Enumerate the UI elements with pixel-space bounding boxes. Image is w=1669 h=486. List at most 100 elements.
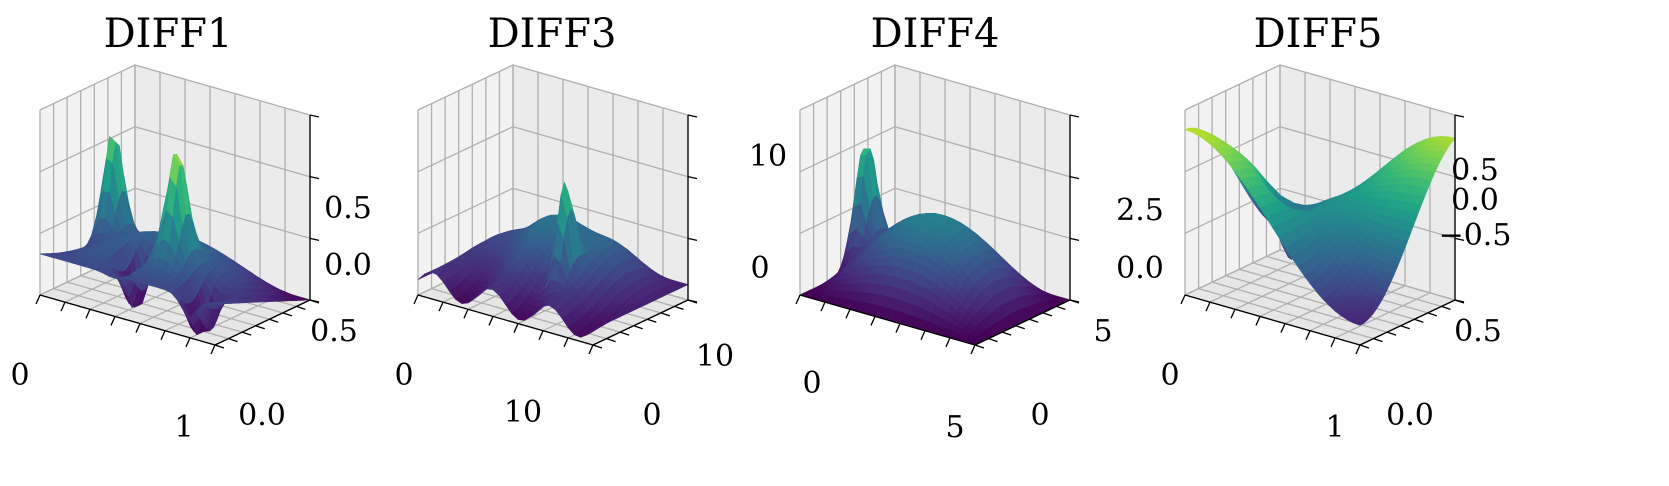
y-tick-label: 0.5: [310, 314, 358, 349]
z-tick-label: −0.5: [1439, 218, 1512, 253]
x-tickmark: [1255, 316, 1261, 326]
x-tickmark: [970, 344, 976, 355]
z-tickmark: [309, 237, 320, 241]
y-tickmark: [1056, 305, 1066, 311]
chart-title: DIFF3: [488, 11, 617, 57]
z-tick-label: 2.5: [1116, 193, 1164, 228]
y-tickmark: [1427, 312, 1438, 317]
x-tickmark: [413, 294, 419, 305]
x-tickmark: [795, 294, 801, 305]
x-tickmark: [588, 344, 594, 355]
y-tick-label: 0: [642, 398, 661, 433]
surface-diff3: [417, 182, 689, 338]
y-tickmark: [1400, 325, 1410, 330]
x-tick-label: 0: [10, 358, 29, 393]
x-tickmark: [1180, 294, 1186, 305]
y-tick-label: 0: [1030, 398, 1049, 433]
y-tick-label: 0.5: [1454, 314, 1502, 349]
z-tickmark: [687, 237, 698, 241]
gridline: [39, 187, 311, 239]
gridline: [1184, 64, 1456, 116]
chart-panel-diff1: DIFF1 0.0 0.5 0 1 0.0 0.5: [10, 11, 371, 445]
x-tickmark: [1330, 337, 1336, 348]
y-tickmark: [592, 344, 603, 349]
y-tickmark: [282, 312, 293, 317]
surface-diff4: [799, 148, 1071, 346]
x-tickmark: [85, 309, 91, 319]
z-tickmark: [309, 299, 320, 303]
x-tickmark: [160, 330, 166, 340]
z-tickmark: [1454, 299, 1465, 303]
gridline: [417, 64, 689, 116]
x-tickmark: [1280, 323, 1286, 333]
y-tickmark: [660, 312, 671, 317]
left-pane: [418, 65, 513, 295]
y-tickmark: [974, 344, 985, 349]
y-tick-label: 0.0: [1386, 398, 1434, 433]
x-tickmark: [820, 301, 826, 312]
gridline: [39, 126, 311, 178]
x-tickmark: [488, 316, 494, 326]
x-axis-line: [1184, 294, 1361, 346]
x-axis-line: [39, 294, 216, 346]
x-tickmark: [845, 309, 851, 319]
x-tickmark: [895, 323, 901, 333]
y-tickmark: [606, 337, 616, 343]
z-tickmark: [687, 114, 698, 118]
y-tickmark: [255, 325, 265, 330]
y-axis-line: [592, 299, 689, 346]
x-tickmark: [1230, 309, 1236, 319]
y-tick-label: 0.0: [238, 398, 286, 433]
x-tick-label: 1: [1325, 410, 1344, 445]
chart-panel-diff4: DIFF4 0.0 2.5 0 5 0 5: [795, 11, 1164, 445]
gridline: [417, 126, 689, 178]
y-tickmark: [228, 337, 238, 343]
y-tickmark: [988, 337, 998, 343]
surface-diff5: [1184, 127, 1456, 326]
z-tickmark: [1454, 176, 1465, 180]
y-tickmark: [1015, 325, 1025, 330]
surface-facet: [1353, 320, 1365, 326]
x-tickmark: [563, 337, 569, 348]
y-axis-line: [214, 299, 311, 346]
x-tickmark: [210, 344, 216, 355]
y-tickmark: [674, 305, 684, 311]
z-tick-label: 0.0: [1451, 183, 1499, 218]
y-tickmark: [1001, 331, 1012, 336]
x-tick-label: 1: [174, 410, 193, 445]
y-axis-line: [1359, 299, 1456, 346]
x-tick-label: 10: [504, 395, 542, 430]
y-tickmark: [647, 318, 657, 323]
x-tickmark: [185, 337, 191, 348]
y-tickmark: [1386, 331, 1397, 336]
x-axis-line: [799, 294, 976, 346]
x-tick-label: 0: [394, 358, 413, 393]
y-tickmark: [269, 318, 279, 323]
y-tickmark: [1029, 318, 1039, 323]
x-tickmark: [1205, 301, 1211, 312]
x-tick-label: 5: [945, 410, 964, 445]
z-tickmark: [1454, 114, 1465, 118]
left-pane: [1185, 65, 1280, 295]
z-tick-label: 0.5: [324, 191, 372, 226]
chart-title: DIFF5: [1254, 11, 1383, 57]
y-axis-line: [974, 299, 1071, 346]
chart-panel-diff5: DIFF5−0.50.00.501 0.00.5: [1160, 11, 1511, 445]
x-axis-line: [417, 294, 594, 346]
z-tickmark: [309, 114, 320, 118]
x-tickmark: [538, 330, 544, 340]
x-tickmark: [870, 316, 876, 326]
x-tickmark: [35, 294, 41, 305]
surface-facet: [586, 327, 597, 336]
x-tick-label: 0: [802, 366, 821, 401]
z-tickmark: [1454, 237, 1465, 241]
y-tickmark: [619, 331, 630, 336]
y-tickmark: [214, 344, 225, 349]
z-tickmark: [1069, 176, 1080, 180]
surface-diff1: [39, 136, 311, 336]
y-tick-label: 10: [696, 339, 734, 374]
x-tickmark: [513, 323, 519, 333]
gridline: [799, 126, 1071, 178]
gridline: [1184, 249, 1456, 301]
